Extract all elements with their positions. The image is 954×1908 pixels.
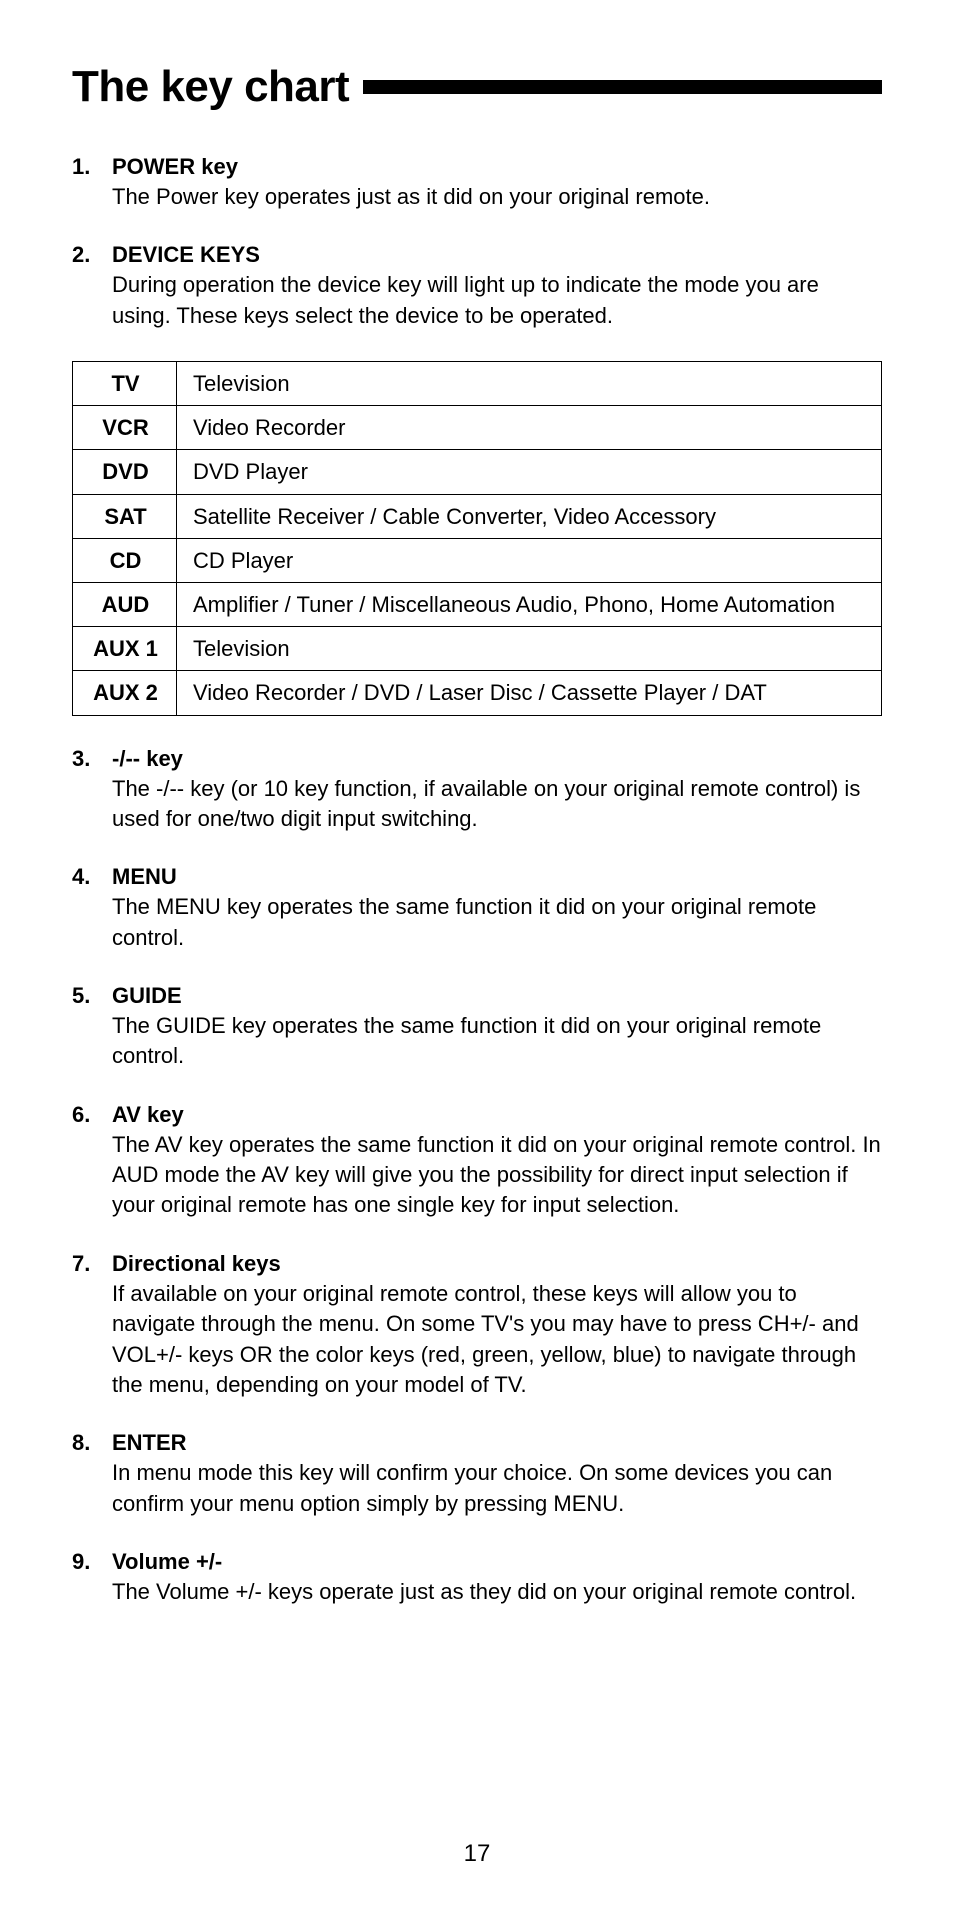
- item-title: Directional keys: [112, 1251, 281, 1277]
- item-number: 4.: [72, 864, 112, 890]
- list-item: 7. Directional keys If available on your…: [72, 1251, 882, 1400]
- table-row: VCR Video Recorder: [73, 406, 882, 450]
- device-desc: Television: [177, 362, 882, 406]
- device-key: AUD: [73, 583, 177, 627]
- device-key: VCR: [73, 406, 177, 450]
- device-key: SAT: [73, 494, 177, 538]
- device-desc: CD Player: [177, 538, 882, 582]
- item-number: 1.: [72, 154, 112, 180]
- item-title: -/-- key: [112, 746, 183, 772]
- item-title: GUIDE: [112, 983, 182, 1009]
- table-row: AUD Amplifier / Tuner / Miscellaneous Au…: [73, 583, 882, 627]
- item-body: During operation the device key will lig…: [72, 270, 882, 331]
- item-title: POWER key: [112, 154, 238, 180]
- list-item: 6. AV key The AV key operates the same f…: [72, 1102, 882, 1221]
- device-desc: Amplifier / Tuner / Miscellaneous Audio,…: [177, 583, 882, 627]
- item-body: The GUIDE key operates the same function…: [72, 1011, 882, 1072]
- item-number: 2.: [72, 242, 112, 268]
- item-number: 8.: [72, 1430, 112, 1456]
- list-item: 8. ENTER In menu mode this key will conf…: [72, 1430, 882, 1519]
- device-key: TV: [73, 362, 177, 406]
- item-title: ENTER: [112, 1430, 187, 1456]
- item-body: The Power key operates just as it did on…: [72, 182, 882, 212]
- item-number: 9.: [72, 1549, 112, 1575]
- table-row: TV Television: [73, 362, 882, 406]
- device-key: AUX 2: [73, 671, 177, 715]
- device-desc: Video Recorder: [177, 406, 882, 450]
- list-item: 3. -/-- key The -/-- key (or 10 key func…: [72, 746, 882, 835]
- item-body: If available on your original remote con…: [72, 1279, 882, 1400]
- table-row: CD CD Player: [73, 538, 882, 582]
- device-key: AUX 1: [73, 627, 177, 671]
- device-desc: Video Recorder / DVD / Laser Disc / Cass…: [177, 671, 882, 715]
- device-key: DVD: [73, 450, 177, 494]
- table-row: SAT Satellite Receiver / Cable Converter…: [73, 494, 882, 538]
- key-chart-list: 1. POWER key The Power key operates just…: [72, 154, 882, 1607]
- page-title: The key chart: [72, 62, 349, 112]
- device-key: CD: [73, 538, 177, 582]
- item-title: DEVICE KEYS: [112, 242, 260, 268]
- page-title-row: The key chart: [72, 62, 882, 112]
- item-number: 5.: [72, 983, 112, 1009]
- device-keys-table: TV Television VCR Video Recorder DVD DVD…: [72, 361, 882, 716]
- table-row: DVD DVD Player: [73, 450, 882, 494]
- table-row: AUX 2 Video Recorder / DVD / Laser Disc …: [73, 671, 882, 715]
- table-row: AUX 1 Television: [73, 627, 882, 671]
- title-rule-icon: [363, 80, 882, 94]
- list-item: 1. POWER key The Power key operates just…: [72, 154, 882, 212]
- item-body: The AV key operates the same function it…: [72, 1130, 882, 1221]
- page-number: 17: [0, 1840, 954, 1868]
- item-number: 7.: [72, 1251, 112, 1277]
- item-title: AV key: [112, 1102, 184, 1128]
- item-title: Volume +/-: [112, 1549, 222, 1575]
- item-body: In menu mode this key will confirm your …: [72, 1458, 882, 1519]
- device-desc: Television: [177, 627, 882, 671]
- list-item: 4. MENU The MENU key operates the same f…: [72, 864, 882, 953]
- list-item: 2. DEVICE KEYS During operation the devi…: [72, 242, 882, 331]
- device-desc: DVD Player: [177, 450, 882, 494]
- item-body: The -/-- key (or 10 key function, if ava…: [72, 774, 882, 835]
- device-desc: Satellite Receiver / Cable Converter, Vi…: [177, 494, 882, 538]
- list-item: 9. Volume +/- The Volume +/- keys operat…: [72, 1549, 882, 1607]
- item-title: MENU: [112, 864, 177, 890]
- item-number: 3.: [72, 746, 112, 772]
- item-number: 6.: [72, 1102, 112, 1128]
- item-body: The Volume +/- keys operate just as they…: [72, 1577, 882, 1607]
- item-body: The MENU key operates the same function …: [72, 892, 882, 953]
- list-item: 5. GUIDE The GUIDE key operates the same…: [72, 983, 882, 1072]
